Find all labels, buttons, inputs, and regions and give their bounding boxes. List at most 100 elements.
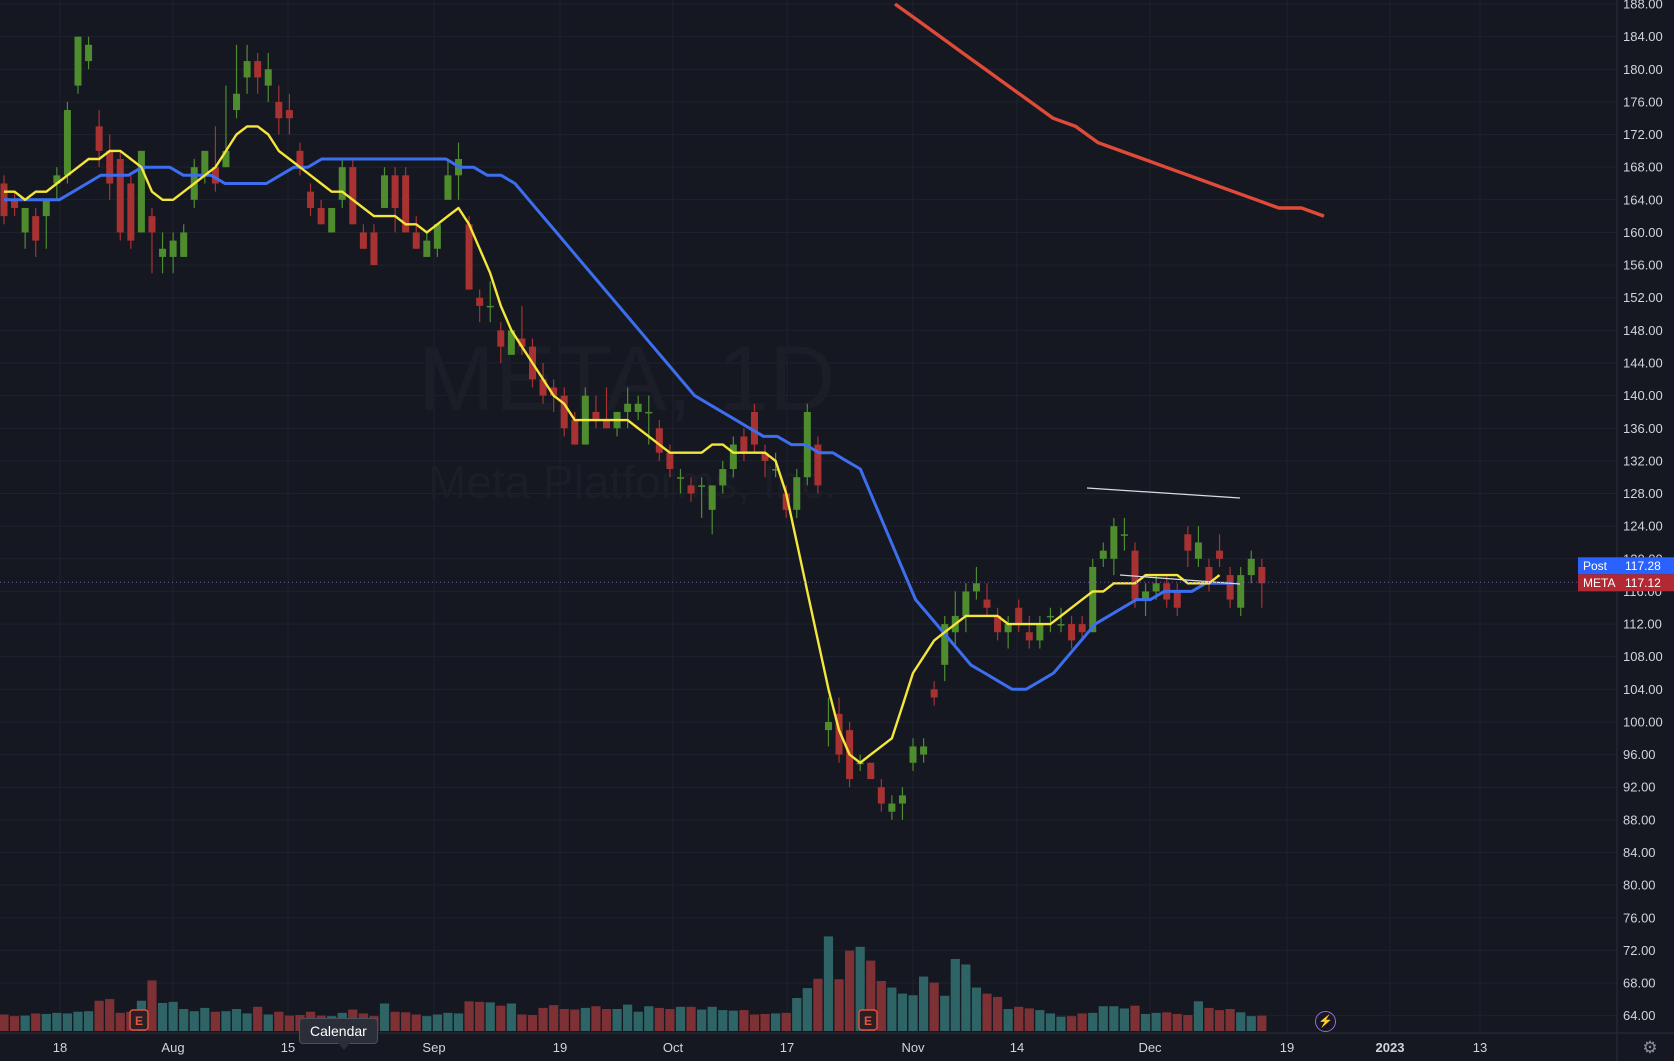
candle-body bbox=[1046, 615, 1054, 618]
volume-bar bbox=[728, 1010, 738, 1031]
earnings-marker[interactable] bbox=[129, 1009, 149, 1031]
volume-bar bbox=[897, 993, 908, 1031]
candle-body bbox=[412, 232, 420, 249]
price-axis[interactable]: 188.00 184.00 180.00 176.00 172.00 168.00 164.… bbox=[1623, 0, 1663, 1023]
candle-body bbox=[1258, 566, 1266, 584]
volume-bar bbox=[390, 1011, 400, 1031]
candle-body bbox=[824, 721, 832, 731]
time-tick-label: Dec bbox=[1138, 1040, 1162, 1055]
candle-body bbox=[1173, 591, 1181, 608]
price-tick-label: 148.00 bbox=[1623, 323, 1663, 338]
volume-bar bbox=[263, 1014, 273, 1031]
time-tick-label: 19 bbox=[553, 1040, 567, 1055]
volume-bar bbox=[675, 1006, 686, 1031]
volume-bar bbox=[918, 976, 929, 1031]
volume-bar bbox=[718, 1010, 728, 1031]
candle-body bbox=[835, 713, 843, 755]
candle-body bbox=[550, 387, 558, 396]
candle-body bbox=[793, 477, 801, 510]
candle-body bbox=[307, 191, 315, 208]
candle-body bbox=[486, 305, 494, 308]
time-tick-label: 14 bbox=[1010, 1040, 1024, 1055]
candle-body bbox=[11, 199, 19, 208]
candle-body bbox=[211, 167, 219, 184]
volume-bar bbox=[802, 988, 812, 1031]
candle-body bbox=[782, 493, 790, 510]
price-tick-label: 64.00 bbox=[1623, 1008, 1656, 1023]
volume-bar bbox=[1257, 1015, 1267, 1031]
candle-body bbox=[433, 224, 441, 249]
candle-body bbox=[381, 175, 389, 208]
volume-bar bbox=[623, 1004, 633, 1031]
volume-bar bbox=[982, 993, 992, 1031]
volume-bar bbox=[739, 1010, 749, 1031]
volume-bar bbox=[83, 1011, 94, 1031]
price-tick-label: 96.00 bbox=[1623, 747, 1656, 762]
bolt-icon[interactable]: ⚡ bbox=[1315, 1011, 1336, 1032]
price-tick-label: 188.00 bbox=[1623, 0, 1663, 12]
price-tick-label: 108.00 bbox=[1623, 649, 1663, 664]
candles bbox=[0, 36, 1266, 820]
volume-bar bbox=[771, 1013, 781, 1031]
candle-body bbox=[85, 44, 93, 62]
ma-slow-line bbox=[4, 157, 1234, 691]
volume-bar bbox=[210, 1011, 220, 1031]
volume-bar bbox=[231, 1009, 242, 1031]
candle-body bbox=[898, 795, 906, 804]
candle-body bbox=[317, 207, 325, 225]
volume-bar bbox=[147, 980, 157, 1031]
candle-body bbox=[32, 216, 40, 241]
calendar-tooltip-label: Calendar bbox=[310, 1023, 367, 1039]
candle-body bbox=[1226, 575, 1234, 600]
volume-bar bbox=[1066, 1016, 1077, 1031]
volume-bar bbox=[527, 1015, 538, 1031]
candle-body bbox=[729, 444, 737, 470]
channel-drawing[interactable] bbox=[1086, 487, 1241, 585]
price-tick-label: 152.00 bbox=[1623, 290, 1663, 305]
volume-bar bbox=[443, 1012, 453, 1031]
volume-bar bbox=[1077, 1013, 1087, 1031]
candle-body bbox=[761, 452, 769, 461]
candle-body bbox=[95, 126, 103, 151]
time-tick-label: Aug bbox=[161, 1040, 184, 1055]
candle-body bbox=[877, 787, 885, 804]
price-tick-label: 168.00 bbox=[1623, 160, 1663, 175]
ma-fast-line bbox=[4, 125, 1221, 764]
price-tick-label: 176.00 bbox=[1623, 94, 1663, 109]
volume-bar bbox=[580, 1007, 590, 1031]
candle-body bbox=[571, 420, 579, 445]
candle-body bbox=[1237, 575, 1245, 608]
volume-bar bbox=[686, 1006, 696, 1031]
candle-body bbox=[507, 330, 515, 355]
candle-body bbox=[972, 583, 980, 592]
earnings-marker[interactable] bbox=[858, 1009, 878, 1031]
candle-body bbox=[328, 207, 336, 233]
volume-bar bbox=[411, 1014, 421, 1031]
volume-bar bbox=[1204, 1007, 1214, 1031]
time-axis[interactable]: 18 Aug 15 Sep 19 Oct 17 Nov 14 Dec 19 2023 13 bbox=[53, 1040, 1487, 1055]
grid bbox=[0, 0, 1617, 1032]
candle-body bbox=[63, 110, 71, 176]
volume-bar bbox=[665, 1009, 675, 1031]
earnings-marker-label: E bbox=[135, 1014, 143, 1028]
channel-upper-line[interactable] bbox=[1086, 487, 1241, 499]
volume-bar bbox=[1119, 1008, 1130, 1031]
price-tick-label: 68.00 bbox=[1623, 976, 1656, 991]
price-tick-label: 84.00 bbox=[1623, 845, 1656, 860]
volume-bar bbox=[823, 936, 834, 1031]
price-tick-label: 184.00 bbox=[1623, 29, 1663, 44]
candle-body bbox=[1025, 632, 1033, 641]
volume-bar bbox=[105, 999, 115, 1031]
candle-body bbox=[655, 428, 663, 453]
gear-icon[interactable]: ⚙ bbox=[1642, 1038, 1658, 1057]
moving-averages bbox=[4, 2, 1325, 764]
time-tick-label: 19 bbox=[1280, 1040, 1294, 1055]
volume-bar bbox=[1225, 1009, 1235, 1031]
price-tick-label: 80.00 bbox=[1623, 878, 1656, 893]
watermark: META, 1D Meta Platforms, Inc. bbox=[418, 328, 837, 508]
volume-bar bbox=[200, 1007, 210, 1031]
volume-bar bbox=[485, 1002, 495, 1031]
candle-body bbox=[106, 150, 114, 184]
